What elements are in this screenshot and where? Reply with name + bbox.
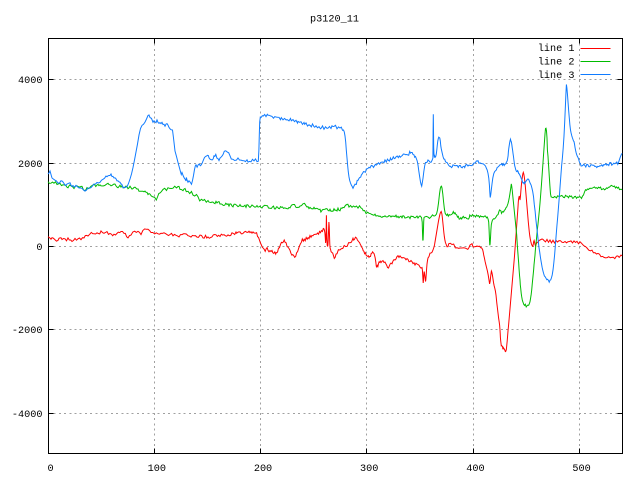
svg-text:100: 100	[148, 464, 166, 475]
svg-text:300: 300	[360, 464, 378, 475]
svg-text:p3120_11: p3120_11	[310, 14, 359, 25]
svg-text:-2000: -2000	[12, 326, 43, 337]
svg-text:500: 500	[572, 464, 590, 475]
svg-text:0: 0	[36, 243, 42, 254]
svg-text:400: 400	[466, 464, 484, 475]
svg-text:200: 200	[254, 464, 272, 475]
svg-text:line 1: line 1	[538, 43, 575, 55]
svg-text:line 3: line 3	[538, 70, 575, 82]
svg-text:-4000: -4000	[12, 410, 43, 421]
svg-text:line 2: line 2	[538, 57, 575, 69]
svg-text:4000: 4000	[18, 76, 42, 87]
svg-text:2000: 2000	[18, 160, 42, 171]
svg-text:0: 0	[48, 464, 54, 475]
